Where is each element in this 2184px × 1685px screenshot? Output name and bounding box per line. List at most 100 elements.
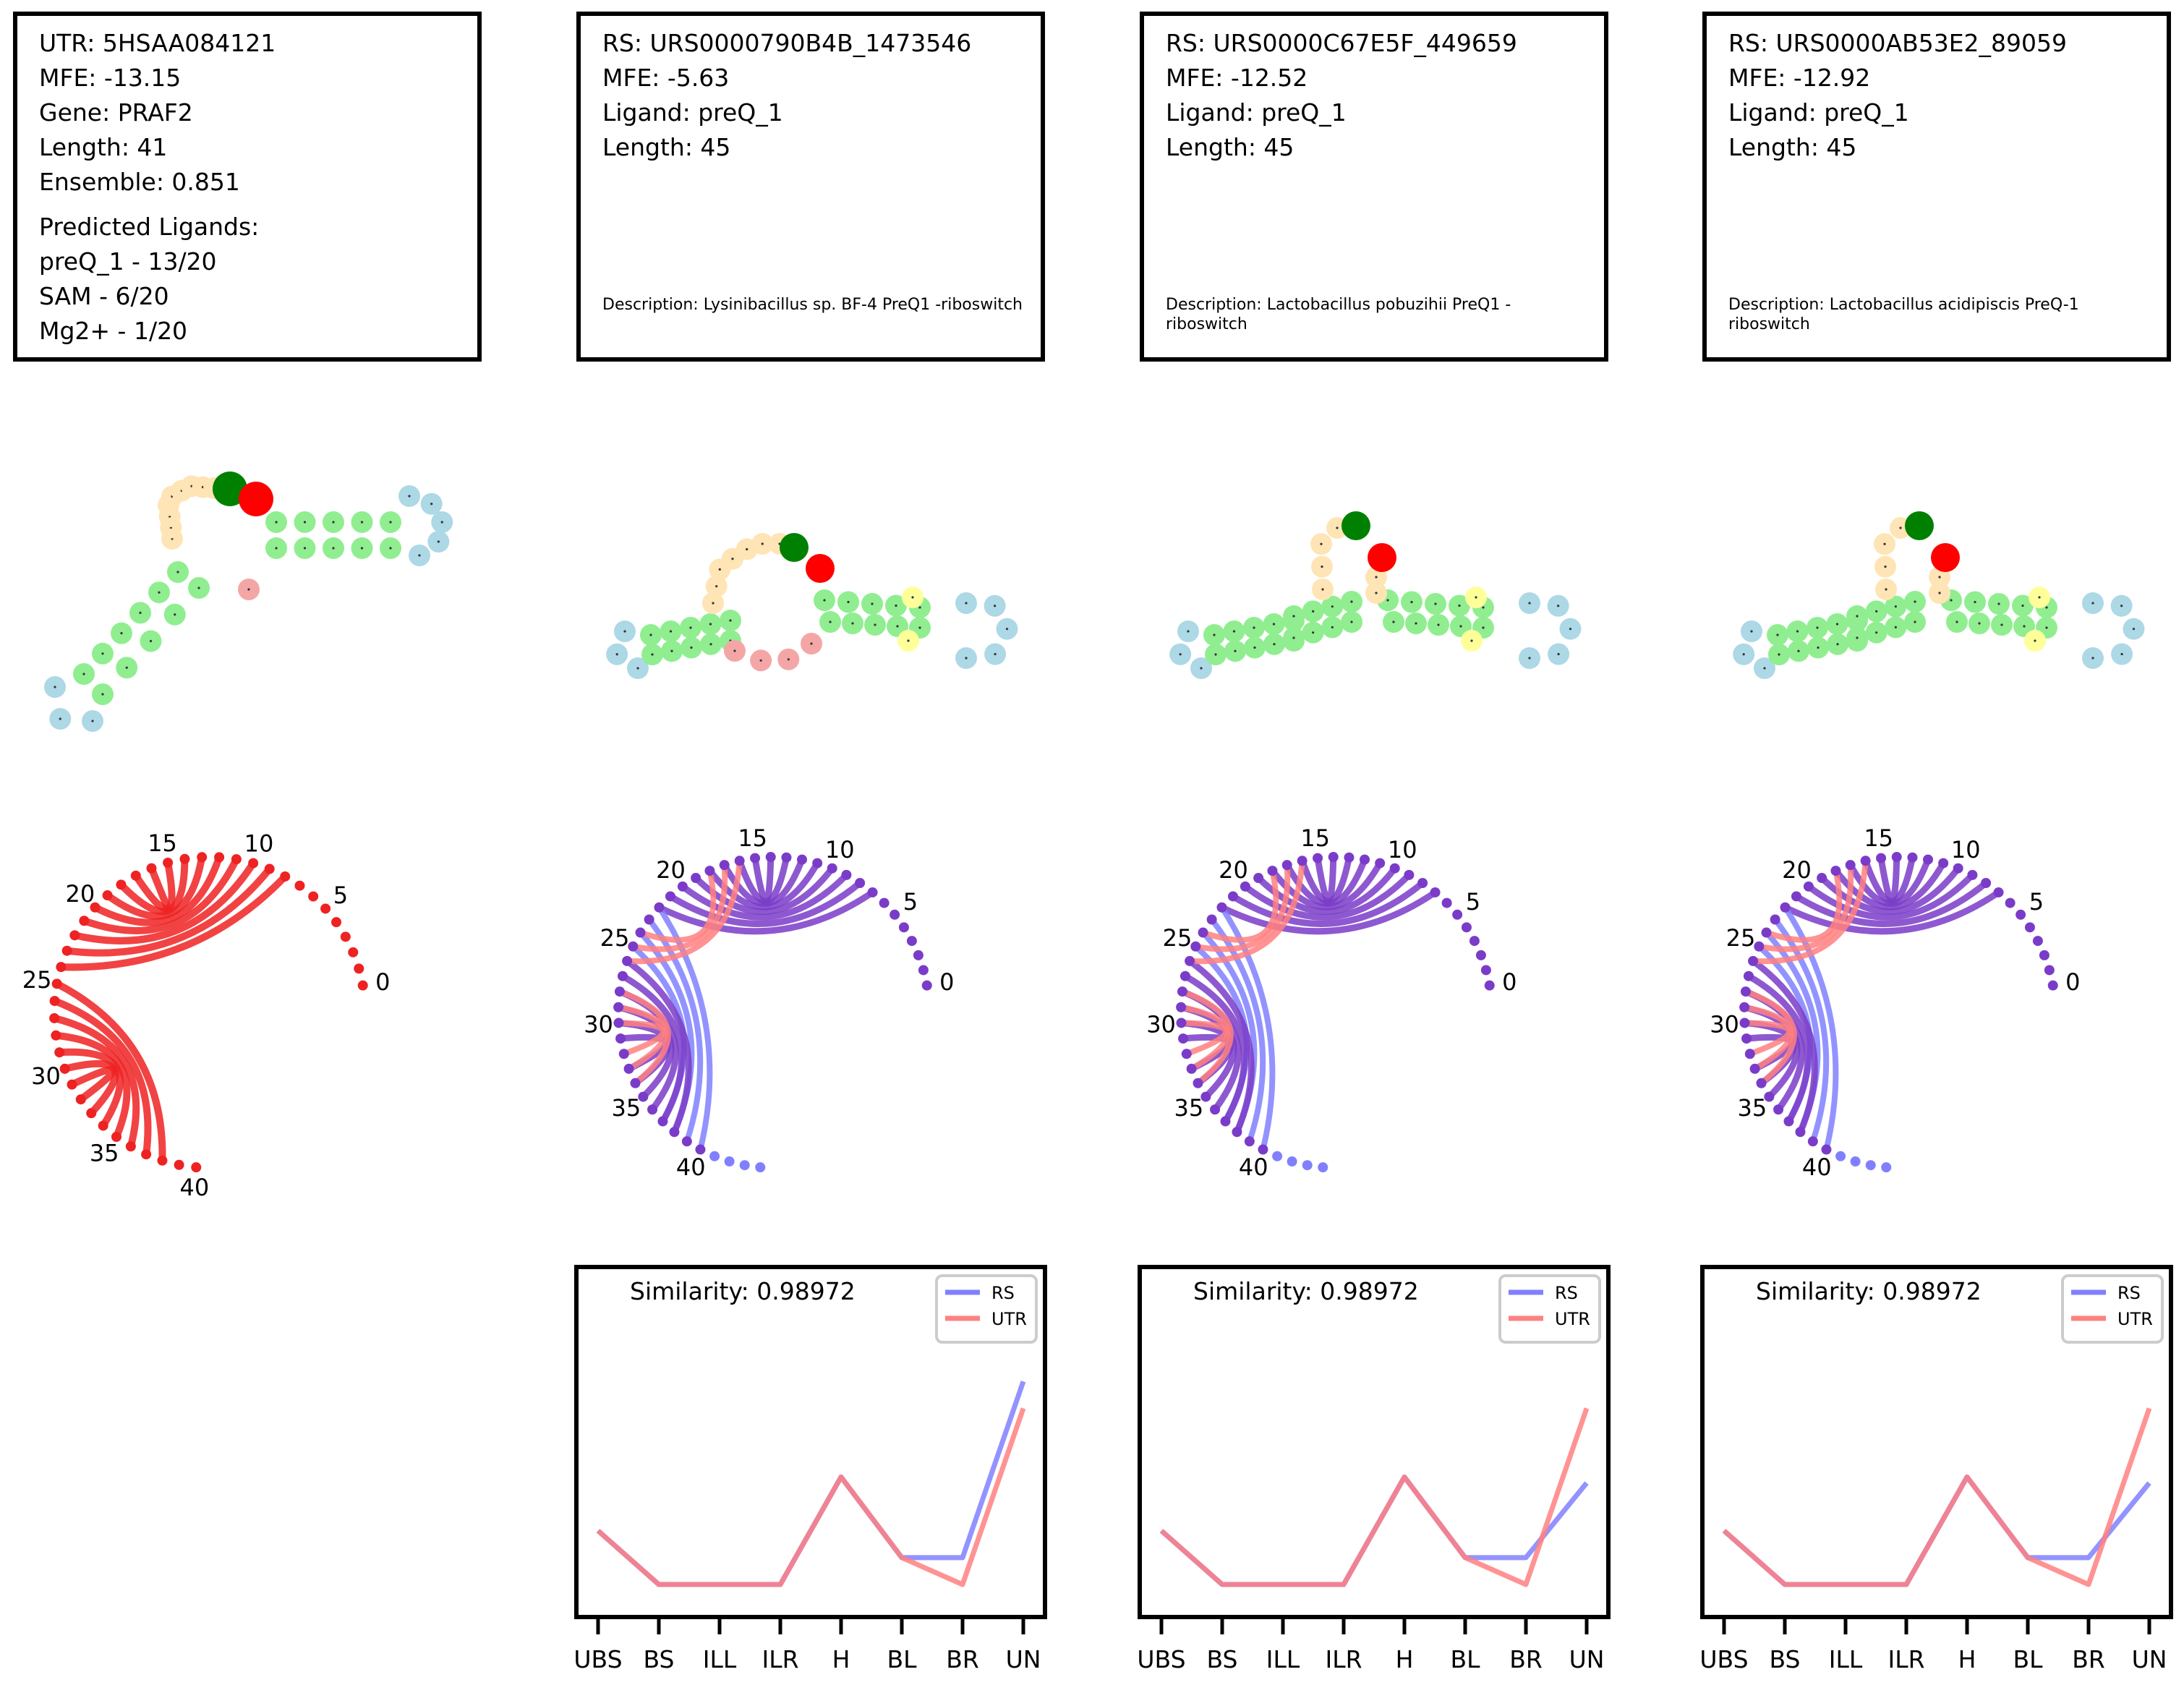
info-line: Predicted Ligands: [39,213,260,241]
sequence-dot [1360,854,1370,865]
sequence-dot [1441,897,1452,908]
nucleotide-letter [670,649,673,652]
sequence-dot [827,863,837,874]
x-tick-label: ILR [762,1645,798,1673]
sequence-dot [1190,941,1201,952]
nucleotide-letter [149,639,153,643]
sequence-dot [1938,858,1949,869]
sequence-dot [116,879,127,890]
nucleotide-letter [2091,602,2094,605]
nucleotide-letter [408,495,411,498]
info-line: MFE: -12.92 [1728,64,1871,92]
sequence-dot [765,852,776,863]
legend-label: RS [991,1283,1015,1303]
info-line: RS: URS0000C67E5F_449659 [1166,29,1517,57]
nucleotide-letter [1375,592,1378,594]
nucleotide-letter [59,717,61,720]
sequence-dot [709,1151,720,1161]
sequence-dot [2032,936,2043,947]
sequence-dot [1850,1156,1861,1167]
nucleotide-letter [1321,566,1323,568]
sequence-dot [657,1116,668,1127]
arc-tick-label: 15 [1300,824,1330,852]
x-tick-label: UN [1569,1645,1605,1673]
sequence-dot [1773,1104,1784,1115]
nucleotide-letter [1292,615,1295,618]
sequence-dot [614,986,625,997]
sequence-dot [1756,1078,1767,1088]
description: Description: Lysinibacillus sp. BF-4 Pre… [602,296,1023,314]
nucleotide-letter [1415,622,1417,625]
nucleotide-letter [1899,526,1902,529]
sequence-dot [1739,1002,1750,1012]
sequence-dot [613,1002,624,1012]
nucleotide-letter [1528,657,1531,660]
pair-arc [637,868,717,943]
arc-tick-label: 40 [676,1153,706,1181]
sequence-dot [1176,1018,1187,1028]
sequence-dot [67,1079,77,1090]
sequence-dot [1807,1136,1818,1147]
sequence-dot [1417,877,1428,888]
arc-tick-label: 20 [1782,856,1812,884]
sequence-dot [357,980,368,991]
sequence-dot [1389,863,1400,874]
sequence-dot [1835,1151,1846,1161]
sequence-dot [1770,914,1780,925]
sequence-dot [630,1078,641,1088]
sequence-dot [2005,897,2015,908]
pair-arc [1750,858,1869,965]
description: Description: Lactobacillus pobuzihii Pre… [1166,296,1511,333]
x-tick-label: ILL [703,1645,737,1673]
nucleotide-letter [1273,643,1276,646]
sequence-dot [1480,965,1491,976]
similarity-chart: UBS BS ILL ILR H BL BR UN Similarity: 0.98972 RS U… [1137,1265,1611,1673]
nucleotide-letter [1232,630,1236,633]
pair-arc [1805,871,1976,921]
nucleotide-letter [1234,649,1237,652]
legend-label: RS [2117,1283,2141,1303]
sequence-dot [1981,877,1992,888]
sequence-dot [1865,1160,1876,1171]
nucleotide-letter [911,596,914,599]
nucleotide-letter [994,605,997,607]
arc-tick-label: 10 [1388,836,1417,863]
nucleotide-letter [1312,631,1315,634]
nucleotide-letter [1750,630,1753,633]
nucleotide-letter [895,604,897,607]
sequence-dot [1817,873,1827,884]
sequence-dot [1469,936,1480,947]
sequence-dot [1176,1002,1187,1012]
arc-tick-label: 35 [1174,1094,1203,1122]
start-marker [1341,511,1370,540]
info-line: Ligand: preQ_1 [1166,98,1347,127]
pair-arc [1781,889,2002,935]
x-tick-label: UN [1006,1645,1041,1673]
nucleotide-letter [1569,628,1572,631]
pair-arc [1314,853,1337,903]
pair-arc [679,871,850,921]
series-line-utr [596,1407,1026,1587]
legend-label: UTR [2117,1309,2153,1329]
nucleotide-letter [787,658,790,661]
nucleotide-letter [389,521,392,524]
info-box-utr: UTR: 5HSAA084121 MFE: -13.15 Gene: PRAF2… [13,12,482,362]
x-tick-label: UBS [1699,1645,1748,1673]
nucleotide-letter [623,630,626,633]
pair-arc [148,864,171,912]
sequence-dot [1783,1116,1794,1127]
arc-tick-label: 5 [903,888,918,916]
arc-tick-label: 35 [90,1139,119,1166]
sequence-dot [214,852,225,863]
rna-structure [606,533,1018,679]
nucleotide-letter [197,586,200,589]
sequence-dot [54,1047,65,1058]
sequence-dot [654,902,665,913]
series-line-utr [1159,1407,1590,1587]
sequence-dot [86,1108,97,1119]
arc-tick-label: 10 [825,836,855,863]
sequence-dot [2015,909,2026,920]
sequence-dot [1876,853,1887,863]
sequence-dot [79,916,90,926]
pair-arc [1218,889,1439,935]
